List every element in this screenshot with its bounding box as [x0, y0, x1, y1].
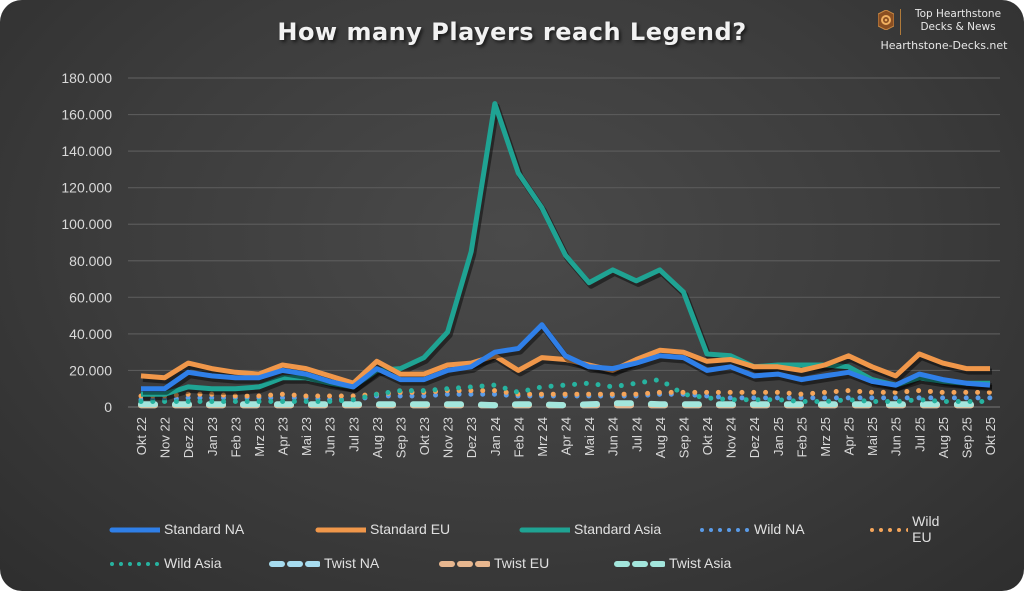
y-tick-label: 140.000	[61, 143, 112, 159]
legend-item-wild-na[interactable]: Wild NA	[698, 518, 805, 540]
x-tick-label: Apr 25	[842, 417, 857, 455]
brand-divider	[900, 9, 901, 35]
y-tick-label: 60.000	[69, 289, 112, 305]
x-tick-label: Jul 25	[912, 417, 927, 452]
brand-block[interactable]: Top Hearthstone Decks & News Hearthstone…	[874, 6, 1014, 58]
legend-item-wild-asia[interactable]: Wild Asia	[108, 552, 222, 574]
x-tick-label: Feb 25	[794, 417, 809, 457]
legend-label: Wild NA	[754, 521, 805, 537]
legend-item-standard-na[interactable]: Standard NA	[108, 518, 244, 540]
legend-swatch-icon	[439, 561, 490, 567]
x-tick-label: Apr 24	[559, 417, 574, 455]
x-tick-label: Okt 25	[983, 417, 998, 455]
series-standard-eu	[140, 347, 992, 390]
x-tick-label: Jul 23	[346, 417, 361, 452]
series-wild-eu	[138, 388, 993, 399]
x-tick-label: Sep 24	[676, 417, 691, 458]
x-tick-label: Nov 23	[441, 417, 456, 458]
x-tick-label: Jul 24	[629, 417, 644, 452]
x-tick-label: Okt 22	[134, 417, 149, 455]
legend-label: Twist EU	[494, 555, 550, 571]
chart-title: How many Players reach Legend?	[277, 18, 747, 46]
x-tick-label: Sep 25	[959, 417, 974, 458]
legend-item-twist-na[interactable]: Twist NA	[268, 552, 379, 574]
legend-label: Twist Asia	[669, 555, 732, 571]
legend-swatch-icon	[870, 528, 909, 532]
series-standard-na	[141, 322, 993, 395]
x-tick-label: Jun 24	[606, 417, 621, 456]
x-tick-label: Jan 23	[205, 417, 220, 456]
x-tick-label: Mrz 23	[252, 417, 267, 457]
x-tick-label: Jan 25	[771, 417, 786, 456]
x-tick-label: Apr 23	[276, 417, 291, 455]
brand-line1: Top Hearthstone	[914, 8, 1002, 20]
y-tick-label: 180.000	[61, 70, 112, 86]
x-tick-label: Feb 24	[511, 417, 526, 457]
legend-swatch-icon	[519, 527, 570, 533]
x-tick-label: Aug 23	[370, 417, 385, 458]
x-tick-label: Feb 23	[228, 417, 243, 457]
legend-label: Wild Asia	[164, 555, 222, 571]
x-tick-label: Mai 24	[582, 417, 597, 456]
x-tick-label: Aug 24	[653, 417, 668, 458]
x-tick-label: Mrz 24	[535, 417, 550, 457]
legend-label: Standard Asia	[574, 521, 662, 537]
legend-label: Standard EU	[370, 521, 451, 537]
hearthstone-swirl-icon	[878, 10, 894, 30]
y-tick-label: 160.000	[61, 107, 112, 123]
legend-swatch-icon	[315, 527, 366, 533]
y-tick-label: 0	[104, 399, 112, 415]
x-tick-label: Okt 24	[700, 417, 715, 455]
x-tick-label: Dez 23	[464, 417, 479, 458]
x-tick-label: Okt 23	[417, 417, 432, 455]
series-standard-asia	[141, 101, 992, 401]
x-tick-label: Aug 25	[936, 417, 951, 458]
legend-swatch-icon	[614, 561, 665, 567]
x-tick-label: Mai 25	[865, 417, 880, 456]
x-tick-label: Dez 24	[747, 417, 762, 458]
legend-item-standard-eu[interactable]: Standard EU	[314, 518, 450, 540]
x-tick-label: Nov 24	[724, 417, 739, 458]
y-tick-label: 100.000	[61, 216, 112, 232]
legend-item-wild-eu[interactable]: Wild EU	[868, 513, 951, 545]
legend-item-twist-asia[interactable]: Twist Asia	[613, 552, 731, 574]
series-twist-asia	[138, 400, 993, 409]
legend-swatch-icon	[109, 527, 160, 533]
y-tick-label: 40.000	[69, 326, 112, 342]
legend-label: Twist NA	[324, 555, 380, 571]
x-tick-label: Dez 22	[181, 417, 196, 458]
x-tick-label: Jun 25	[889, 417, 904, 456]
series-wild-asia	[138, 376, 993, 404]
x-tick-label: Jun 23	[323, 417, 338, 456]
brand-tagline: Top Hearthstone Decks & News	[906, 8, 1010, 34]
legend-label: Wild EU	[912, 513, 940, 545]
legend-label: Standard NA	[164, 521, 245, 537]
y-tick-label: 80.000	[69, 253, 112, 269]
legend-item-twist-eu[interactable]: Twist EU	[438, 552, 549, 574]
x-tick-label: Sep 23	[393, 417, 408, 458]
y-tick-label: 20.000	[69, 362, 112, 378]
brand-site: Hearthstone-Decks.net	[880, 39, 1008, 52]
brand-line2: Decks & News	[920, 21, 996, 33]
legend-item-standard-asia[interactable]: Standard Asia	[518, 518, 661, 540]
y-tick-label: 120.000	[61, 180, 112, 196]
legend-swatch-icon	[700, 528, 750, 532]
x-tick-label: Jan 24	[488, 417, 503, 456]
x-tick-label: Mrz 25	[818, 417, 833, 457]
legend-swatch-icon	[110, 562, 160, 566]
legend-swatch-icon	[269, 561, 320, 567]
x-tick-label: Mai 23	[299, 417, 314, 456]
x-tick-label: Nov 22	[158, 417, 173, 458]
chart-legend: Standard NA Standard EU Standard Asia Wild …	[108, 513, 939, 578]
